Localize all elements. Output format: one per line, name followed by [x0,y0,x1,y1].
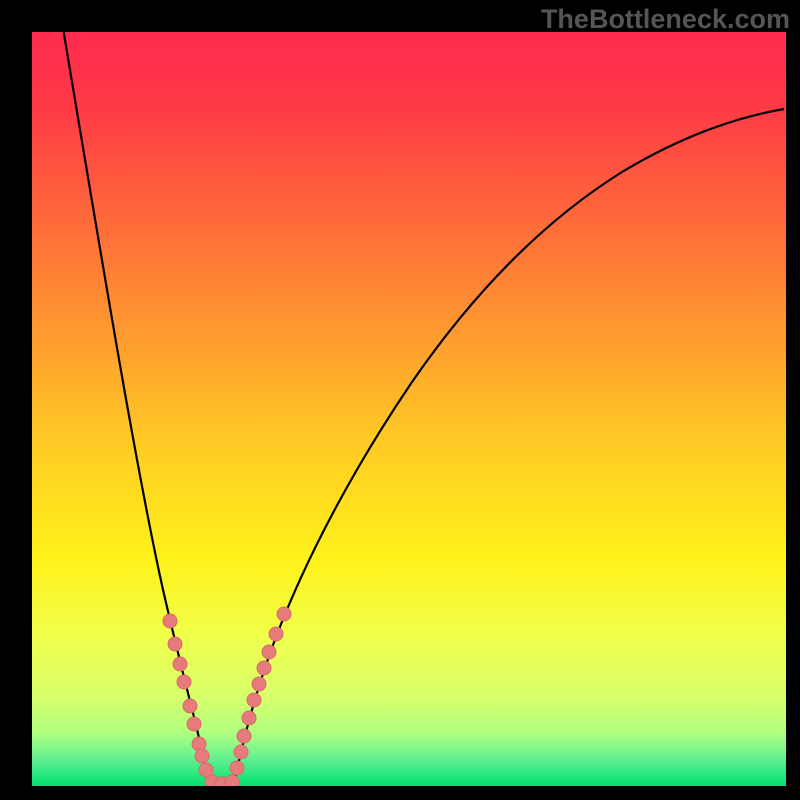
chart-frame: TheBottleneck.com [0,0,800,800]
marker-point [225,775,239,786]
marker-point [269,627,283,641]
marker-point [163,614,177,628]
data-markers [163,607,291,786]
curve-right-branch [234,109,784,784]
marker-point [173,657,187,671]
marker-point [252,677,266,691]
marker-point [277,607,291,621]
marker-point [262,645,276,659]
marker-point [195,749,209,763]
marker-point [234,745,248,759]
marker-point [247,693,261,707]
watermark-text: TheBottleneck.com [541,4,790,35]
marker-point [242,711,256,725]
marker-point [257,661,271,675]
marker-point [187,717,201,731]
marker-point [230,761,244,775]
bottleneck-curve [32,32,786,786]
marker-point [177,675,191,689]
plot-area [32,32,786,786]
marker-point [168,637,182,651]
marker-point [183,699,197,713]
marker-point [237,729,251,743]
curve-left-branch [62,32,209,784]
